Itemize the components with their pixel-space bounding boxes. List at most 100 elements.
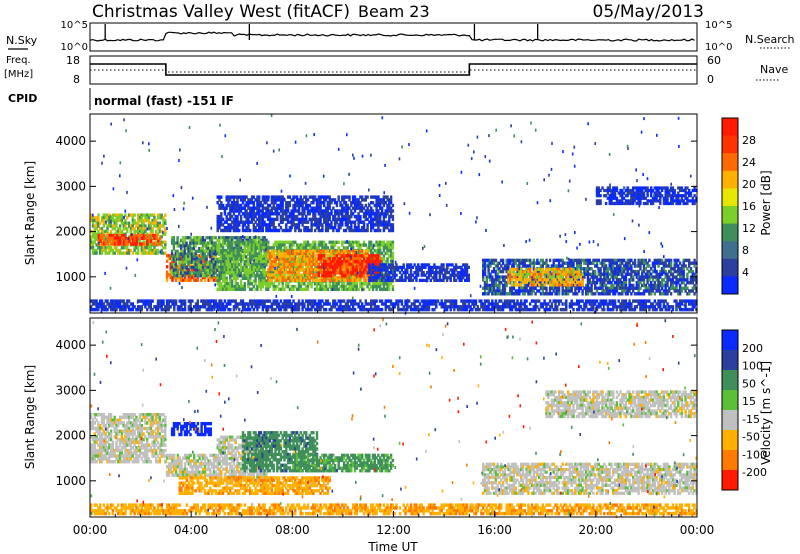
heatmap-cell: [673, 269, 676, 274]
heatmap-cell: [180, 273, 183, 277]
heatmap-cell: [283, 265, 286, 269]
heatmap-cell: [230, 271, 234, 275]
heatmap-cell: [254, 243, 257, 247]
heatmap-cell: [570, 283, 573, 287]
heatmap-cell: [133, 305, 136, 309]
heatmap-cell: [498, 267, 501, 271]
heatmap-cell: [545, 278, 548, 282]
heatmap-cell: [189, 260, 192, 264]
heatmap-cell: [373, 278, 376, 282]
heatmap-cell: [310, 257, 313, 261]
heatmap-cell: [541, 264, 544, 268]
heatmap-cell: [639, 281, 642, 285]
heatmap-cell: [102, 224, 105, 228]
heatmap-cell: [129, 224, 133, 228]
heatmap-cell: [124, 242, 128, 246]
heatmap-cell: [333, 271, 337, 275]
heatmap-cell: [223, 273, 227, 278]
heatmap-cell: [465, 265, 469, 269]
heatmap-cell: [140, 213, 143, 217]
heatmap-cell: [561, 258, 564, 263]
heatmap-cell: [312, 243, 315, 247]
heatmap-cell: [218, 238, 221, 243]
heatmap-cell: [483, 264, 487, 268]
heatmap-cell: [599, 281, 602, 285]
heatmap-cell: [684, 278, 687, 282]
heatmap-cell: [267, 284, 270, 289]
heatmap-cell: [109, 224, 113, 228]
heatmap-cell: [635, 283, 638, 288]
heatmap-cell: [285, 276, 288, 280]
heatmap-cell: [216, 243, 219, 247]
heatmap-cell: [317, 265, 320, 269]
heatmap-cell: [113, 307, 116, 312]
heatmap-cell: [510, 267, 514, 271]
heatmap-cell: [680, 286, 684, 290]
heatmap-cell: [548, 286, 552, 290]
heatmap-cell: [310, 252, 313, 256]
heatmap-cell: [632, 275, 635, 279]
heatmap-cell: [632, 283, 635, 288]
heatmap-cell: [297, 279, 301, 283]
heatmap-cell: [348, 276, 351, 280]
heatmap-cell: [131, 224, 134, 228]
heatmap-cell: [686, 275, 689, 279]
heatmap-cell: [249, 279, 252, 283]
heatmap-cell: [368, 265, 371, 269]
heatmap-cell: [662, 278, 666, 282]
heatmap-cell: [146, 246, 149, 250]
heatmap-cell: [236, 240, 239, 244]
heatmap-cell: [198, 254, 201, 258]
heatmap-cell: [364, 262, 367, 267]
heatmap-cell: [361, 251, 364, 256]
heatmap-cell: [283, 240, 286, 244]
heatmap-cell: [357, 240, 360, 244]
heatmap-cell: [510, 292, 514, 296]
heatmap-cell: [243, 265, 246, 269]
heatmap-cell: [155, 224, 158, 228]
heatmap-cell: [371, 263, 375, 267]
heatmap-cell: [268, 276, 272, 280]
heatmap-cell: [449, 268, 452, 272]
heatmap-cell: [664, 272, 667, 276]
heatmap-cell: [339, 265, 342, 269]
heatmap-cell: [216, 246, 219, 250]
heatmap-cell: [393, 276, 396, 280]
heatmap-cell: [138, 224, 142, 228]
heatmap-cell: [355, 287, 358, 291]
heatmap-cell: [151, 248, 154, 253]
heatmap-cell: [615, 258, 619, 263]
heatmap-cell: [604, 283, 608, 288]
heatmap-cell: [594, 264, 597, 268]
heatmap-cell: [612, 289, 615, 293]
heatmap-cell: [212, 257, 215, 262]
heatmap-cell: [252, 284, 255, 289]
heatmap-cell: [447, 276, 451, 280]
heatmap-cell: [90, 243, 93, 247]
heatmap-cell: [467, 265, 470, 269]
heatmap-cell: [433, 278, 436, 282]
heatmap-cell: [216, 282, 219, 286]
heatmap-cell: [236, 276, 239, 280]
heatmap-cell: [118, 213, 122, 217]
heatmap-cell: [247, 260, 250, 264]
heatmap-cell: [621, 286, 624, 290]
heatmap-cell: [317, 274, 320, 278]
heatmap-cell: [172, 263, 176, 267]
heatmap-cell: [212, 255, 215, 259]
heatmap-cell: [303, 257, 306, 261]
heatmap-cell: [218, 276, 221, 280]
heatmap-cell: [299, 243, 302, 247]
heatmap-cell: [357, 251, 360, 256]
heatmap-cell: [541, 286, 544, 290]
heatmap-cell: [406, 265, 409, 269]
heatmap-cell: [221, 254, 225, 258]
heatmap-cell: [100, 302, 104, 306]
heatmap-cell: [666, 272, 669, 276]
heatmap-cell: [380, 282, 384, 286]
heatmap-cell: [241, 254, 245, 258]
heatmap-cell: [225, 271, 228, 275]
heatmap-cell: [617, 264, 620, 268]
heatmap-cell: [341, 265, 344, 269]
heatmap-cell: [111, 218, 115, 223]
